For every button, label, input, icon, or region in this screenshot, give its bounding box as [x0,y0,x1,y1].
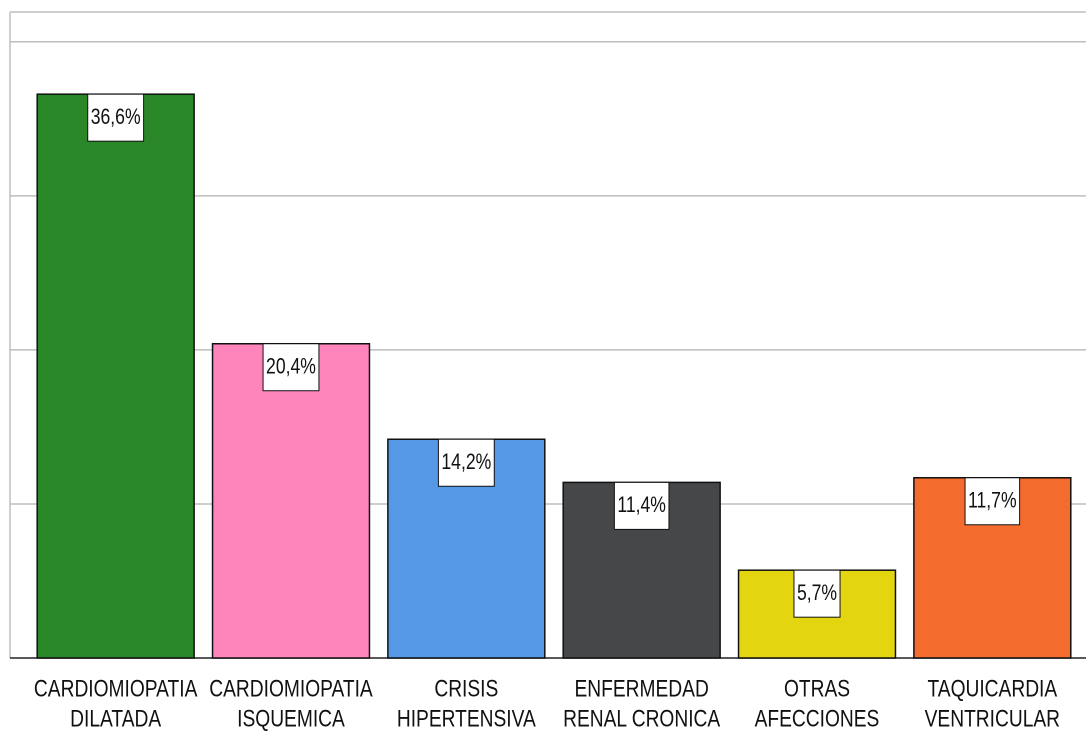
x-tick-label: VENTRICULAR [925,704,1060,732]
data-label: 5,7% [797,581,837,605]
data-label: 14,2% [441,450,491,474]
data-label: 11,7% [968,489,1017,513]
data-label-box [793,569,841,618]
bar [211,342,371,659]
data-label: 20,4% [266,355,316,379]
x-tick-label: OTRAS [784,674,850,702]
x-tick-label: ISQUEMICA [237,704,345,732]
x-tick-label: CARDIOMIOPATIA [209,674,373,702]
data-label-box [437,438,495,487]
data-label-box [613,481,670,530]
x-tick-label: TAQUICARDIA [927,674,1057,702]
x-tick-label: CARDIOMIOPATIA [34,674,198,702]
data-label-box [964,477,1021,526]
x-tick-label: DILATADA [70,704,161,732]
x-tick-label: ENFERMEDAD [575,674,709,702]
x-tick-label: HIPERTENSIVA [397,704,536,732]
x-tick-label: RENAL CRONICA [563,704,721,732]
bar [36,93,195,659]
x-tick-label: CRISIS [434,674,498,702]
data-label-box [262,343,320,392]
data-label: 36,6% [91,105,141,129]
data-label: 11,4% [617,493,666,517]
data-label-box [87,93,145,142]
x-tick-label: AFECCIONES [755,704,880,732]
